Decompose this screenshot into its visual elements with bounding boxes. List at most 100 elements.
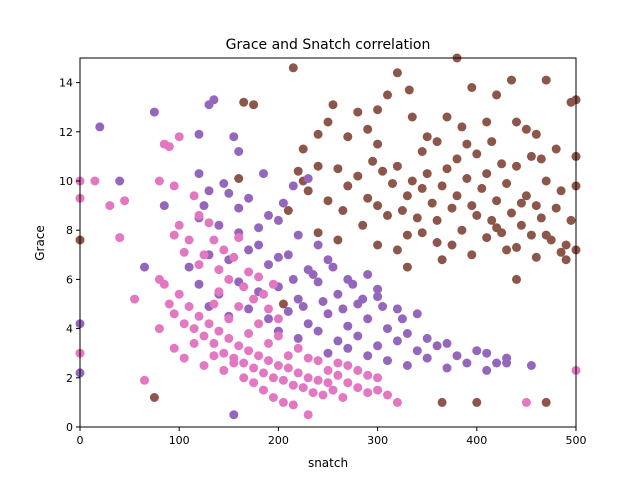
data-point (407, 176, 417, 186)
data-point (388, 179, 397, 188)
data-point (264, 356, 273, 366)
data-point (353, 331, 363, 341)
data-point (432, 341, 442, 351)
data-point (333, 358, 343, 368)
y-tick-label: 12 (59, 126, 73, 139)
data-point (437, 181, 447, 191)
data-point (313, 161, 323, 171)
data-point (194, 311, 204, 321)
data-point (521, 191, 531, 201)
data-point (526, 230, 536, 240)
y-tick-label: 2 (66, 372, 73, 385)
data-point (422, 353, 432, 363)
data-point (383, 90, 392, 100)
data-point (492, 358, 502, 368)
data-point (318, 390, 328, 400)
data-point (373, 105, 383, 115)
data-point (432, 238, 442, 247)
data-point (521, 397, 531, 407)
data-point (512, 242, 521, 252)
data-point (526, 151, 536, 161)
data-point (288, 181, 298, 191)
data-point (482, 233, 492, 243)
data-point (343, 132, 353, 142)
data-point (422, 132, 432, 142)
data-point (303, 186, 313, 196)
data-point (214, 287, 224, 297)
data-point (278, 299, 288, 309)
data-point (437, 255, 447, 265)
data-point (189, 324, 199, 334)
data-point (239, 97, 249, 107)
data-point (234, 203, 244, 213)
data-point (402, 262, 412, 272)
data-point (404, 85, 414, 95)
data-point (402, 230, 412, 240)
data-point (363, 370, 373, 380)
axes-frame (79, 57, 577, 428)
data-point (487, 137, 497, 147)
data-point (264, 260, 273, 270)
data-point (194, 169, 204, 179)
data-point (239, 282, 249, 292)
data-point (273, 331, 283, 341)
data-point (373, 201, 383, 211)
data-point (477, 183, 487, 193)
data-point (159, 201, 169, 211)
data-point (308, 388, 318, 398)
data-point (467, 250, 477, 260)
data-points (75, 53, 581, 420)
data-point (462, 174, 472, 183)
data-point (234, 174, 244, 183)
data-point (115, 176, 125, 186)
data-point (516, 198, 526, 208)
data-point (427, 198, 437, 208)
x-tick-label: 0 (77, 434, 84, 447)
data-point (229, 358, 239, 368)
data-point (412, 213, 422, 223)
y-tick-label: 8 (66, 224, 73, 237)
data-point (244, 329, 254, 338)
data-point (397, 206, 407, 215)
data-point (224, 333, 234, 343)
data-point (323, 196, 333, 206)
data-point (551, 144, 561, 154)
data-point (392, 161, 402, 171)
data-point (244, 245, 254, 255)
data-point (199, 250, 209, 260)
data-point (249, 100, 259, 110)
data-point (298, 144, 308, 154)
data-point (318, 297, 328, 306)
data-point (179, 353, 189, 363)
data-point (254, 240, 264, 250)
data-point (234, 233, 244, 243)
data-point (531, 201, 541, 211)
data-point (239, 373, 249, 383)
data-point (541, 176, 551, 186)
data-point (323, 365, 333, 375)
data-point (531, 129, 541, 139)
data-point (457, 225, 467, 235)
data-point (234, 302, 244, 311)
data-point (457, 122, 467, 132)
data-point (174, 289, 184, 299)
data-point (209, 351, 219, 361)
data-point (293, 230, 303, 240)
data-point (333, 370, 343, 380)
data-point (363, 270, 373, 279)
y-axis-label: Grace (33, 225, 47, 261)
data-point (556, 247, 566, 257)
data-point (358, 220, 368, 230)
data-point (353, 365, 363, 375)
data-point (264, 304, 273, 314)
data-point (482, 348, 492, 358)
data-point (229, 252, 239, 262)
data-point (373, 341, 383, 351)
data-point (268, 373, 278, 383)
data-point (293, 166, 303, 176)
data-point (293, 343, 303, 353)
data-point (169, 230, 179, 240)
data-point (313, 356, 323, 366)
data-point (90, 176, 100, 186)
data-point (452, 191, 462, 201)
